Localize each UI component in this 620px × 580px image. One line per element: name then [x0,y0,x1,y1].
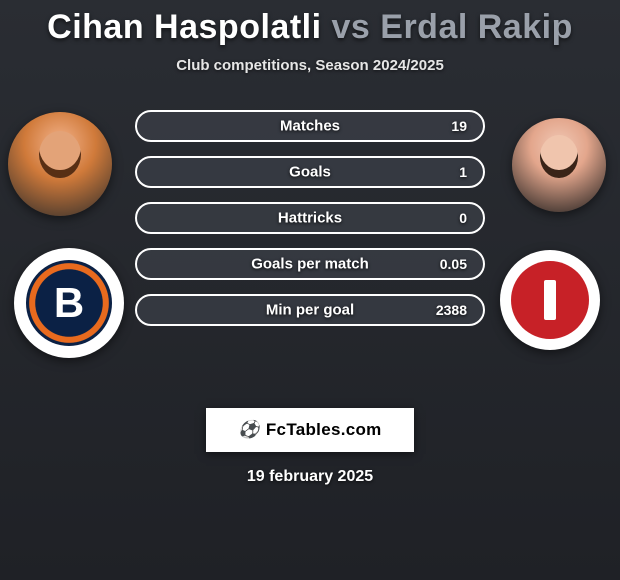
stat-bars: Matches 19 Goals 1 Hattricks 0 Goals per… [135,110,485,340]
stat-value: 0.05 [440,256,467,272]
avatar-head-icon [540,135,578,177]
player2-name: Erdal Rakip [380,8,573,46]
vs-text: vs [331,8,370,46]
club1-crest-letter: B [26,260,112,346]
stat-value: 2388 [436,302,467,318]
comparison-panel: B Matches 19 Goals 1 Hattricks 0 Goals p… [0,102,620,402]
stat-bar: Min per goal 2388 [135,294,485,326]
player2-avatar [512,118,606,212]
subtitle: Club competitions, Season 2024/2025 [0,57,620,74]
stat-value: 19 [451,118,467,134]
club1-crest: B [14,248,124,358]
club2-crest-icon [511,261,589,339]
stat-bar: Goals 1 [135,156,485,188]
stat-bar: Hattricks 0 [135,202,485,234]
stat-bar: Goals per match 0.05 [135,248,485,280]
stat-label: Goals per match [251,256,369,273]
club2-crest [500,250,600,350]
stat-label: Min per goal [266,302,354,319]
stat-bar: Matches 19 [135,110,485,142]
stat-value: 1 [459,164,467,180]
stat-label: Matches [280,118,340,135]
stat-label: Goals [289,164,331,181]
branding-icon: ⚽ [238,420,259,440]
branding-badge: ⚽ FcTables.com [206,408,414,452]
stat-value: 0 [459,210,467,226]
player1-avatar [8,112,112,216]
page-title: Cihan Haspolatli vs Erdal Rakip [0,0,620,47]
branding-text: FcTables.com [266,420,382,440]
player1-name: Cihan Haspolatli [47,8,321,46]
stat-label: Hattricks [278,210,342,227]
avatar-head-icon [39,131,81,178]
date-label: 19 february 2025 [0,468,620,486]
